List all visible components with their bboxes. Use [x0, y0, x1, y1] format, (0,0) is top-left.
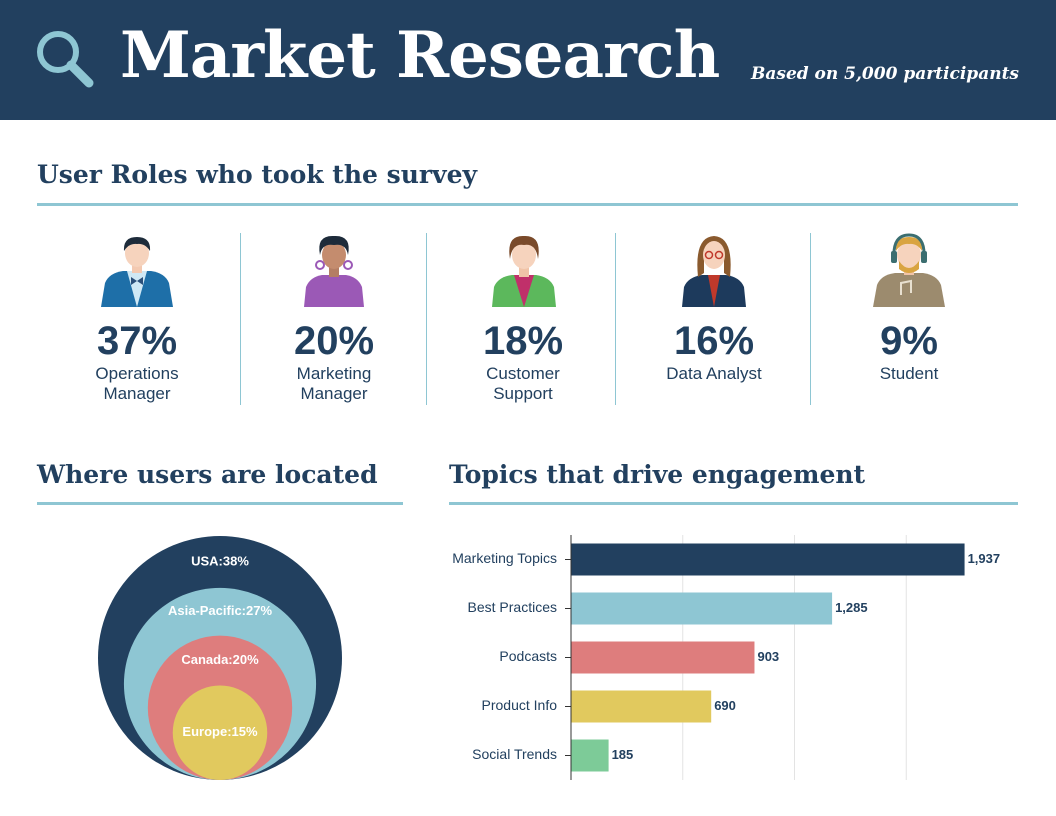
section-heading: Topics that drive engagement — [449, 460, 866, 489]
bar — [571, 641, 755, 674]
value-label: 1,285 — [835, 600, 868, 615]
role-icon — [101, 237, 173, 307]
location-label: Asia-Pacific:27% — [168, 603, 272, 618]
location-circle — [172, 685, 268, 780]
divider — [810, 233, 811, 405]
section-heading: User Roles who took the survey — [37, 160, 478, 189]
role-label: Customer Support — [486, 364, 560, 403]
role: 20% Marketing Manager — [254, 318, 414, 404]
role: 16% Data Analyst — [634, 318, 794, 384]
role-icon — [873, 233, 945, 307]
bar — [571, 739, 609, 772]
section-rule — [449, 502, 1018, 505]
value-label: 903 — [757, 649, 779, 664]
location-label: Europe:15% — [182, 724, 258, 739]
divider — [240, 233, 241, 405]
bar — [571, 690, 712, 723]
role-percent: 37% — [96, 319, 178, 363]
role-icon — [304, 235, 364, 307]
location-label: USA:38% — [191, 553, 249, 568]
category-label: Social Trends — [472, 746, 557, 762]
category-label: Marketing Topics — [452, 550, 557, 566]
role-percent: 18% — [482, 319, 564, 363]
role-percent: 16% — [673, 319, 755, 363]
value-label: 690 — [714, 698, 736, 713]
category-label: Best Practices — [468, 599, 557, 615]
role-percent: 20% — [293, 319, 375, 363]
role-icon — [492, 235, 556, 307]
category-label: Podcasts — [499, 648, 557, 664]
search-icon — [37, 31, 94, 88]
role-icon — [682, 236, 746, 307]
role-percent: 9% — [880, 319, 938, 363]
role-label: Data Analyst — [666, 364, 762, 383]
role-label: Marketing Manager — [296, 364, 372, 403]
value-label: 1,937 — [968, 551, 1001, 566]
role: 18% Customer Support — [443, 318, 603, 404]
header: Market Research Based on 5,000 participa… — [0, 0, 1056, 120]
section-rule — [37, 502, 403, 505]
role-label: Student — [879, 364, 939, 383]
value-label: 185 — [612, 747, 634, 762]
divider — [615, 233, 616, 405]
bar — [571, 543, 965, 576]
divider — [426, 233, 427, 405]
title: Market Research — [120, 18, 720, 93]
subtitle: Based on 5,000 participants — [750, 64, 1019, 84]
bar — [571, 592, 833, 625]
section-heading: Where users are located — [37, 460, 378, 489]
category-label: Product Info — [482, 697, 558, 713]
section-rule — [37, 203, 1018, 206]
role: 37% Operations Manager — [57, 318, 217, 404]
role-label: Operations Manager — [95, 364, 179, 403]
location-label: Canada:20% — [181, 652, 259, 667]
role: 9% Student — [829, 318, 989, 384]
